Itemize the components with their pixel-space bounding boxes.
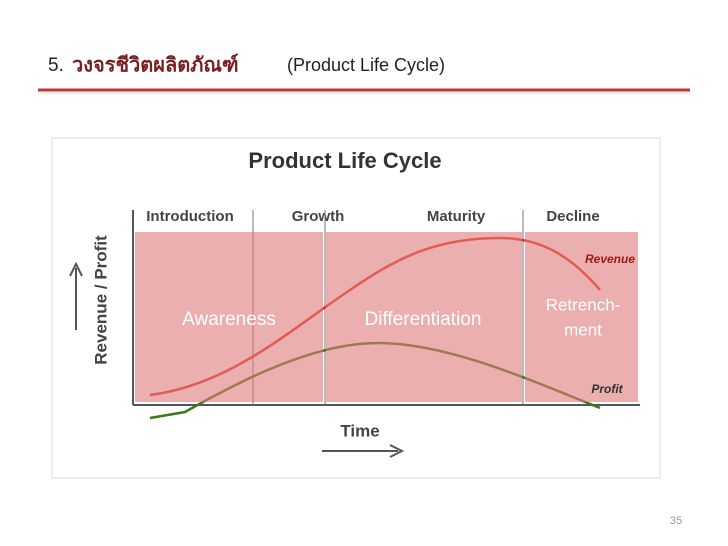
- overlay-label: Differentiation: [365, 309, 482, 330]
- revenue-label: Revenue: [585, 252, 635, 266]
- stage-label: Decline: [546, 208, 599, 225]
- page-number: 35: [670, 515, 682, 527]
- y-arrow-head: [69, 261, 83, 277]
- profit-label: Profit: [591, 382, 623, 396]
- y-axis-label: Revenue / Profit: [91, 235, 110, 365]
- x-axis-label: Time: [340, 421, 379, 440]
- overlay-label: ment: [564, 320, 602, 339]
- stage-label: Introduction: [146, 208, 233, 225]
- title-thai: วงจรชีวิตผลิตภัณฑ์: [72, 53, 239, 76]
- stage-label: Growth: [292, 208, 345, 225]
- title-number: 5.: [48, 55, 64, 76]
- x-arrow-head: [389, 444, 405, 458]
- overlay-awareness: [135, 232, 323, 402]
- stage-label: Maturity: [427, 208, 486, 225]
- overlay-retrenchment: [525, 232, 638, 402]
- title-english: (Product Life Cycle): [287, 55, 445, 75]
- diagram-title: Product Life Cycle: [248, 148, 441, 173]
- overlay-label: Awareness: [182, 309, 276, 330]
- overlay-differentiation: [326, 232, 522, 402]
- overlay-label: Retrench-: [546, 295, 621, 314]
